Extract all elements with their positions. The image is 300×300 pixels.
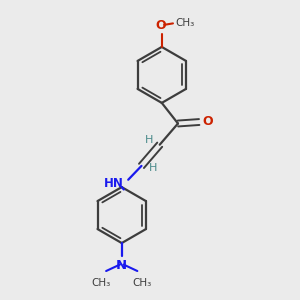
Text: HN: HN <box>104 177 124 190</box>
Text: N: N <box>116 259 127 272</box>
Text: CH₃: CH₃ <box>133 278 152 288</box>
Text: O: O <box>203 115 213 128</box>
Text: O: O <box>155 19 166 32</box>
Text: CH₃: CH₃ <box>175 18 194 28</box>
Text: CH₃: CH₃ <box>92 278 111 288</box>
Text: H: H <box>145 135 153 145</box>
Text: H: H <box>149 163 157 173</box>
